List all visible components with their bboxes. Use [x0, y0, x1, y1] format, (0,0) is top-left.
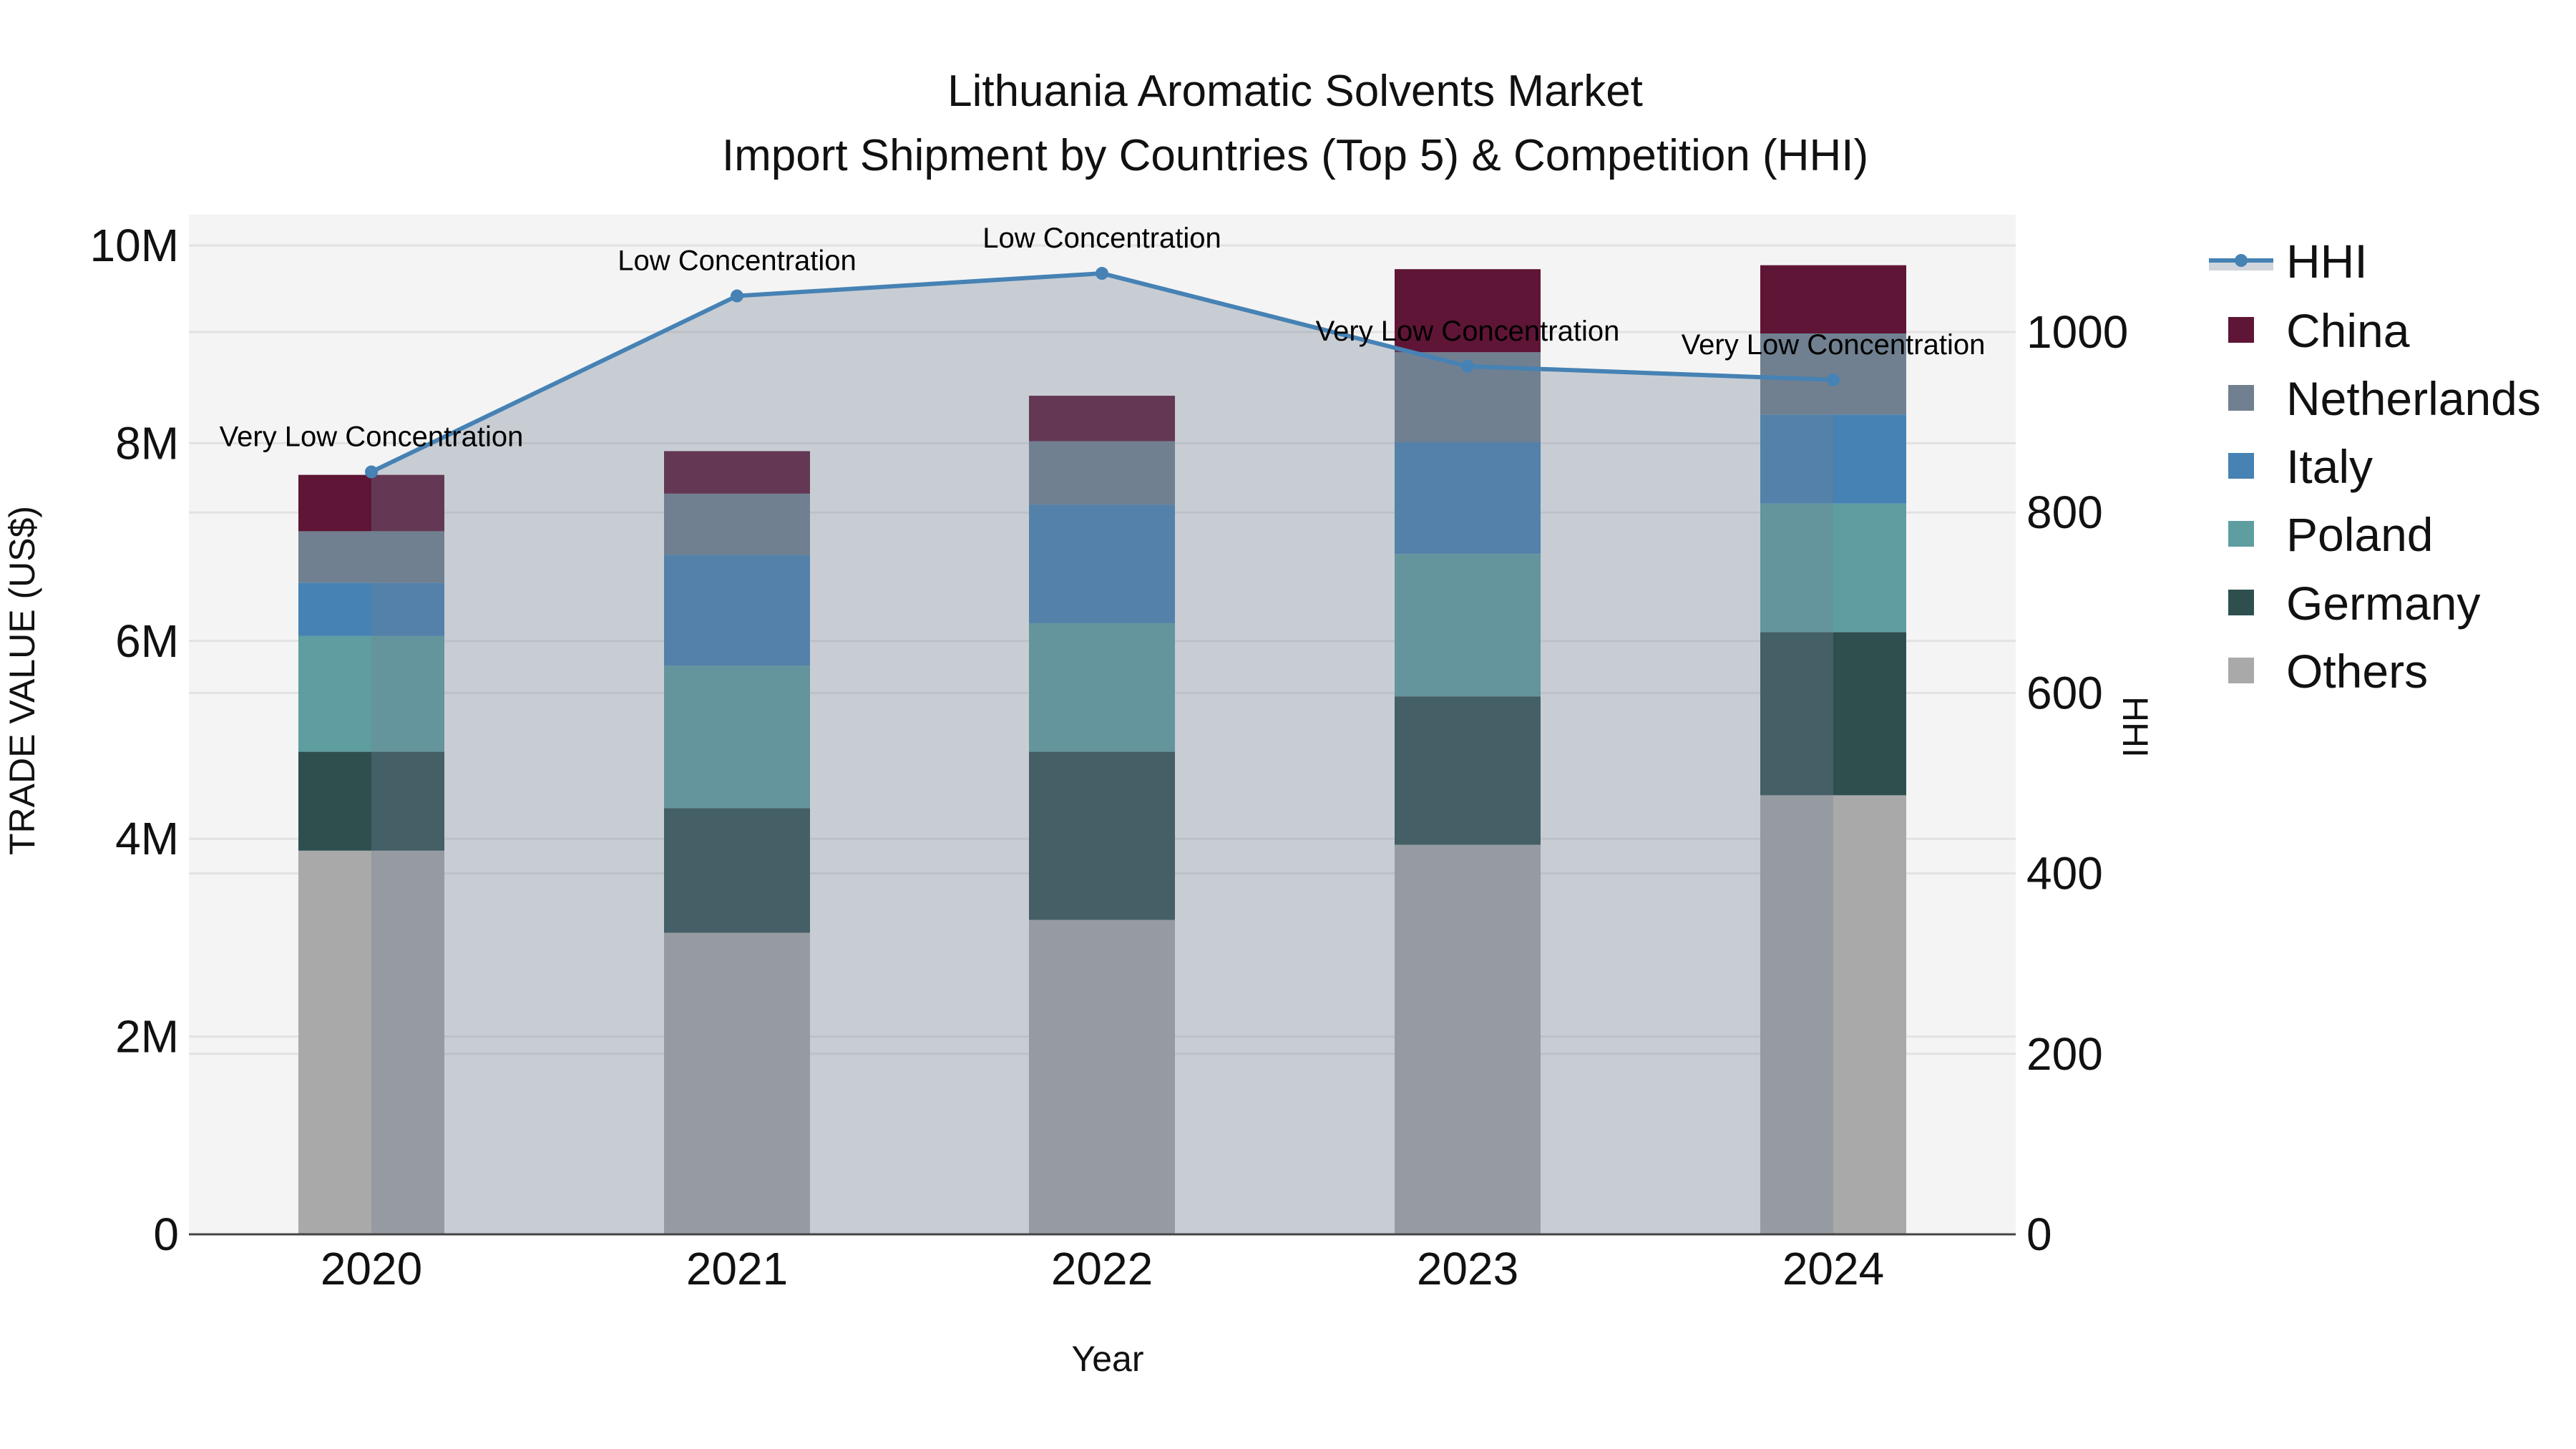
bar-segment-others-2024[interactable]: [1760, 795, 1906, 1234]
y-left-tick-label: 6M: [115, 615, 179, 667]
legend-label: Italy: [2286, 440, 2373, 493]
y-right-tick-label: 400: [2026, 848, 2103, 899]
legend-swatch-icon: [2228, 658, 2254, 683]
bar-segment-germany-2021[interactable]: [664, 808, 810, 933]
hhi-annotation: Low Concentration: [618, 245, 857, 277]
x-tick-label: 2024: [1782, 1243, 1884, 1294]
bar-segment-poland-2021[interactable]: [664, 665, 810, 809]
hhi-area: [371, 273, 1833, 1234]
bar-segment-china-2020[interactable]: [298, 474, 444, 532]
hhi-annotation: Very Low Concentration: [220, 421, 524, 452]
legend-item-poland[interactable]: Poland: [2228, 508, 2434, 561]
y-left-tick-label: 0: [153, 1209, 179, 1260]
bar-segment-others-2021[interactable]: [664, 932, 810, 1234]
y-left-tick-label: 4M: [115, 813, 179, 864]
bar-segment-others-2023[interactable]: [1395, 844, 1541, 1234]
x-axis-title: Year: [1071, 1339, 1143, 1379]
chart-title-line2: Import Shipment by Countries (Top 5) & C…: [722, 131, 1868, 180]
bar-segment-china-2024[interactable]: [1760, 265, 1906, 333]
bar-segment-italy-2023[interactable]: [1395, 442, 1541, 555]
bar-segment-china-2021[interactable]: [664, 451, 810, 494]
legend-marker-icon: [2235, 254, 2248, 267]
legend-label: HHI: [2286, 235, 2368, 288]
bar-segment-china-2022[interactable]: [1029, 396, 1175, 441]
y-right-tick-label: 0: [2026, 1209, 2052, 1260]
bar-segment-germany-2024[interactable]: [1760, 632, 1906, 796]
legend-item-italy[interactable]: Italy: [2228, 440, 2373, 493]
y-left-tick-label: 2M: [115, 1011, 179, 1063]
bar-segment-poland-2022[interactable]: [1029, 623, 1175, 752]
chart-title-line1: Lithuania Aromatic Solvents Market: [947, 67, 1643, 116]
bar-segment-germany-2023[interactable]: [1395, 696, 1541, 845]
bar-segment-germany-2020[interactable]: [298, 751, 444, 851]
x-tick-label: 2020: [321, 1243, 422, 1294]
hhi-annotation: Very Low Concentration: [1682, 329, 1986, 361]
bar-series: [298, 265, 1906, 1234]
legend-swatch-icon: [2228, 453, 2254, 479]
x-axis-ticks: 2020 2021 2022 2023 2024: [321, 1243, 1884, 1294]
bar-segment-italy-2024[interactable]: [1760, 414, 1906, 504]
bar-segment-netherlands-2020[interactable]: [298, 531, 444, 583]
y-axis-right-ticks: 0 200 400 600 800 1000: [2026, 306, 2128, 1260]
bar-segment-china-2023[interactable]: [1395, 269, 1541, 353]
legend-item-netherlands[interactable]: Netherlands: [2228, 372, 2541, 425]
hhi-marker[interactable]: [365, 465, 378, 479]
legend-label: Others: [2286, 645, 2428, 698]
legend-swatch-icon: [2228, 317, 2254, 343]
bar-segment-poland-2024[interactable]: [1760, 503, 1906, 633]
bar-segment-others-2022[interactable]: [1029, 919, 1175, 1234]
x-tick-label: 2022: [1051, 1243, 1153, 1294]
legend-label: China: [2286, 304, 2410, 357]
y-right-tick-label: 800: [2026, 487, 2103, 538]
legend-label: Netherlands: [2286, 372, 2541, 425]
hhi-annotation: Low Concentration: [982, 223, 1221, 254]
bar-segment-netherlands-2022[interactable]: [1029, 441, 1175, 505]
legend-label: Germany: [2286, 577, 2480, 630]
hhi-marker[interactable]: [1461, 359, 1474, 373]
legend-item-others[interactable]: Others: [2228, 645, 2428, 698]
hhi-annotation: Very Low Concentration: [1316, 316, 1620, 347]
legend: HHI China Netherlands Italy Poland Germany Oth…: [2209, 235, 2541, 698]
x-tick-label: 2021: [686, 1243, 788, 1294]
legend-swatch-icon: [2228, 385, 2254, 411]
y-right-tick-label: 600: [2026, 667, 2103, 718]
legend-item-hhi[interactable]: HHI: [2209, 235, 2368, 288]
y-axis-left-title: TRADE VALUE (US$): [2, 506, 42, 855]
bar-segment-others-2020[interactable]: [298, 850, 444, 1234]
legend-swatch-icon: [2228, 521, 2254, 547]
x-tick-label: 2023: [1417, 1243, 1518, 1294]
y-left-tick-label: 8M: [115, 417, 179, 469]
hhi-marker[interactable]: [1096, 267, 1108, 280]
y-right-tick-label: 200: [2026, 1028, 2103, 1080]
bar-segment-italy-2021[interactable]: [664, 555, 810, 666]
bar-segment-italy-2022[interactable]: [1029, 504, 1175, 623]
y-axis-left-ticks: 0 2M 4M 6M 8M 10M: [90, 220, 180, 1260]
y-right-tick-label: 1000: [2026, 306, 2128, 358]
hhi-marker[interactable]: [1827, 373, 1840, 386]
legend-item-germany[interactable]: Germany: [2228, 577, 2480, 630]
legend-swatch-icon: [2228, 590, 2254, 615]
bar-segment-poland-2023[interactable]: [1395, 554, 1541, 697]
legend-label: Poland: [2286, 508, 2434, 561]
bar-segment-netherlands-2021[interactable]: [664, 493, 810, 555]
bar-segment-germany-2022[interactable]: [1029, 751, 1175, 920]
legend-item-china[interactable]: China: [2228, 304, 2410, 357]
hhi-series: Very Low Concentration Low Concentration L…: [220, 223, 1986, 1234]
bar-segment-italy-2020[interactable]: [298, 582, 444, 636]
bar-segment-poland-2020[interactable]: [298, 635, 444, 752]
y-axis-right-title: HHI: [2115, 696, 2155, 758]
hhi-marker[interactable]: [731, 289, 743, 303]
y-left-tick-label: 10M: [90, 220, 180, 271]
